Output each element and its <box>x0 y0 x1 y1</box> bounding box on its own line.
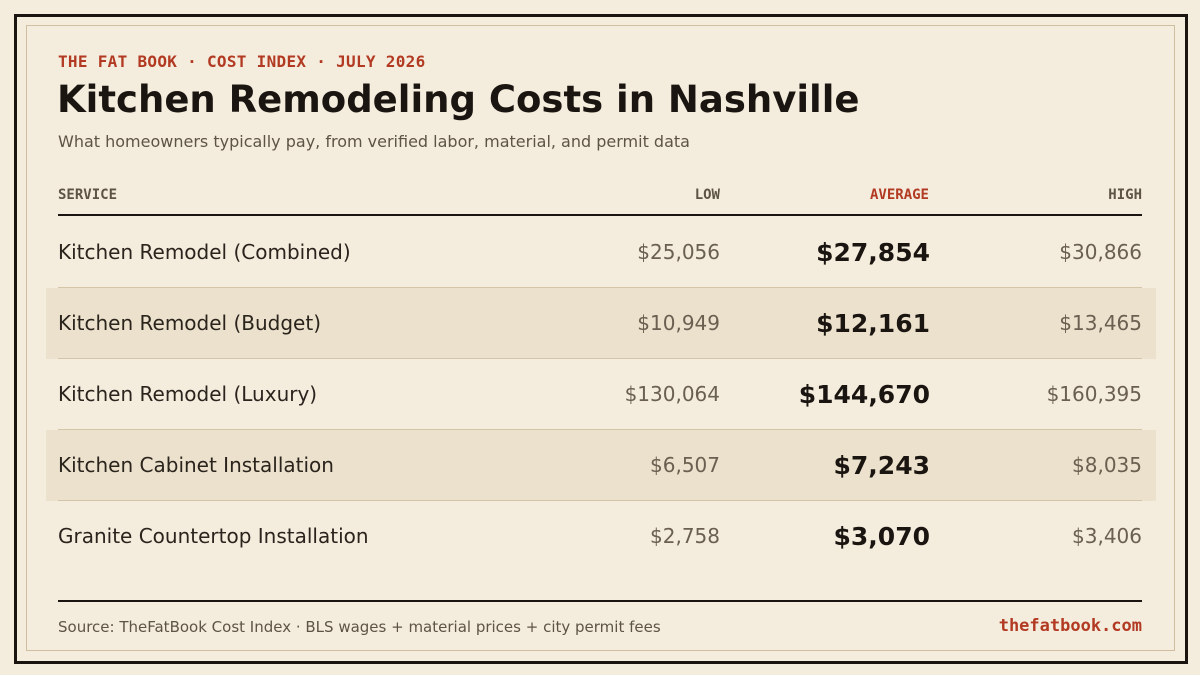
low-cost: $10,949 <box>637 311 720 335</box>
footer-rule <box>58 600 1142 602</box>
table-row: Kitchen Remodel (Combined) $25,056 $27,8… <box>46 217 1156 288</box>
column-header-service: SERVICE <box>58 187 118 203</box>
average-cost: $12,161 <box>816 309 930 338</box>
average-cost: $27,854 <box>816 238 930 267</box>
average-cost: $7,243 <box>833 451 930 480</box>
high-cost: $160,395 <box>1046 382 1142 406</box>
row-divider <box>58 429 1142 430</box>
low-cost: $130,064 <box>624 382 720 406</box>
column-header-low: LOW <box>694 187 720 203</box>
row-divider <box>58 500 1142 501</box>
page-subtitle: What homeowners typically pay, from veri… <box>58 132 690 151</box>
table-row: Granite Countertop Installation $2,758 $… <box>46 501 1156 572</box>
average-cost: $3,070 <box>833 522 930 551</box>
table-row: Kitchen Remodel (Luxury) $130,064 $144,6… <box>46 359 1156 430</box>
inner-frame <box>26 25 1175 651</box>
high-cost: $13,465 <box>1059 311 1142 335</box>
average-cost: $144,670 <box>798 380 930 409</box>
service-name: Kitchen Remodel (Budget) <box>58 311 321 335</box>
site-link[interactable]: thefatbook.com <box>998 616 1142 636</box>
kicker-label: THE FAT BOOK · COST INDEX · JULY 2026 <box>58 52 426 71</box>
service-name: Kitchen Cabinet Installation <box>58 453 334 477</box>
service-name: Granite Countertop Installation <box>58 524 369 548</box>
high-cost: $8,035 <box>1072 453 1142 477</box>
page-title: Kitchen Remodeling Costs in Nashville <box>57 78 860 121</box>
service-name: Kitchen Remodel (Luxury) <box>58 382 318 406</box>
high-cost: $30,866 <box>1059 240 1142 264</box>
table-row: Kitchen Remodel (Budget) $10,949 $12,161… <box>46 288 1156 359</box>
column-header-high: HIGH <box>1108 187 1142 203</box>
outer-frame <box>14 14 1188 664</box>
row-divider <box>58 358 1142 359</box>
column-header-average: AVERAGE <box>869 187 929 203</box>
low-cost: $6,507 <box>650 453 720 477</box>
low-cost: $25,056 <box>637 240 720 264</box>
high-cost: $3,406 <box>1072 524 1142 548</box>
header-rule <box>58 214 1142 216</box>
source-note: Source: TheFatBook Cost Index · BLS wage… <box>58 618 661 636</box>
row-divider <box>58 287 1142 288</box>
service-name: Kitchen Remodel (Combined) <box>58 240 351 264</box>
low-cost: $2,758 <box>650 524 720 548</box>
table-row: Kitchen Cabinet Installation $6,507 $7,2… <box>46 430 1156 501</box>
